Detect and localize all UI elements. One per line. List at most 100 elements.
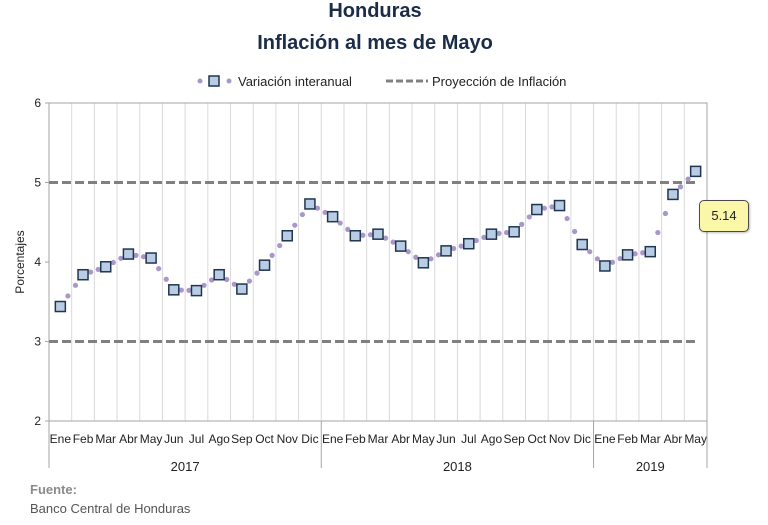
data-point: [145, 252, 157, 264]
data-point: [304, 198, 316, 210]
series-dot: [345, 226, 351, 233]
series-dot: [246, 278, 253, 284]
series-dot: [87, 269, 94, 275]
series-dot: [269, 252, 275, 258]
series-dot: [503, 229, 510, 236]
legend-projection-label: Proyección de Inflación: [432, 73, 567, 89]
x-tick-label: May: [412, 432, 435, 446]
data-point: [99, 261, 112, 273]
x-tick-label: Ene: [322, 432, 344, 446]
x-tick-label: Nov: [277, 432, 298, 446]
data-point: [122, 248, 135, 260]
series-dot: [662, 210, 669, 217]
series-dot: [640, 250, 646, 256]
x-tick-label: Jul: [189, 432, 204, 446]
data-point: [553, 199, 566, 212]
chart-title: Honduras: [328, 0, 422, 22]
x-tick-label: Dic: [574, 432, 591, 446]
series-dot: [617, 255, 623, 262]
x-tick-label: Abr: [119, 432, 138, 446]
series-dot: [277, 242, 283, 249]
data-point: [417, 257, 430, 269]
x-tick-label: Mar: [368, 432, 389, 446]
series-dot: [292, 222, 298, 228]
x-tick-label: May: [684, 432, 707, 446]
data-point: [463, 237, 475, 250]
x-tick-label: Abr: [391, 432, 410, 446]
series-dot: [405, 249, 411, 255]
series-dot: [314, 205, 321, 211]
source-text: Banco Central de Honduras: [30, 501, 191, 516]
x-tick-label: Ene: [594, 432, 616, 446]
series-dot: [481, 234, 487, 240]
data-point: [168, 284, 180, 296]
series-dot: [609, 259, 616, 265]
x-tick-label: Ago: [481, 432, 503, 446]
data-point: [213, 268, 225, 281]
series-dot: [254, 270, 260, 276]
data-point: [440, 245, 452, 257]
data-point: [190, 284, 203, 297]
legend-series-label: Variación interanual: [238, 73, 352, 89]
data-point: [485, 228, 498, 240]
x-tick-label: Oct: [255, 432, 274, 446]
series-dot: [133, 252, 139, 258]
series-dot: [95, 266, 101, 273]
x-tick-label: May: [140, 432, 163, 446]
x-tick-label: Jun: [436, 432, 455, 446]
x-tick-label: Ene: [50, 432, 72, 446]
last-value-callout: 5.14: [699, 200, 749, 232]
series-dot: [413, 254, 419, 260]
series-dot: [118, 255, 124, 261]
x-tick-label: Abr: [664, 432, 683, 446]
x-tick-label: Oct: [527, 432, 546, 446]
series-dot: [178, 287, 184, 293]
series-dot: [655, 229, 661, 236]
x-tick-label: Sep: [503, 432, 525, 446]
source-label: Fuente:: [30, 482, 77, 497]
data-point: [576, 238, 588, 251]
data-point: [258, 259, 271, 271]
series-dot: [572, 228, 578, 235]
data-point: [508, 226, 520, 238]
legend-item-projection: Proyección de Inflación: [384, 73, 566, 89]
series-dot: [496, 230, 502, 236]
series-dot: [163, 276, 169, 282]
y-tick-label: 4: [34, 255, 41, 269]
year-label: 2019: [636, 459, 665, 474]
series-dot: [201, 282, 207, 288]
data-point: [236, 283, 248, 295]
series-dot: [337, 220, 343, 226]
series-dot: [587, 249, 593, 255]
series-dot: [209, 277, 215, 283]
data-point: [644, 245, 657, 258]
x-tick-label: Dic: [301, 432, 318, 446]
series-dot: [299, 211, 305, 218]
data-point: [599, 260, 611, 272]
series-dot: [360, 232, 366, 238]
series-dot: [632, 251, 638, 257]
y-tick-label: 5: [34, 176, 41, 190]
chart-subtitle: Inflación al mes de Mayo: [257, 32, 493, 54]
data-point: [372, 228, 384, 240]
data-point: [621, 249, 634, 261]
series-dot: [473, 237, 479, 244]
series-dot: [231, 281, 237, 287]
series-dot: [156, 266, 162, 272]
data-point: [394, 240, 407, 252]
series-dot: [549, 204, 555, 210]
series-dot: [526, 214, 532, 220]
x-tick-label: Feb: [345, 432, 366, 446]
legend-series-symbol: [197, 75, 232, 87]
series-dot: [390, 239, 396, 245]
x-tick-label: Jun: [164, 432, 183, 446]
series-dot: [367, 232, 374, 238]
legend-projection-symbol: [386, 79, 428, 83]
series-dot: [677, 184, 684, 190]
x-tick-label: Mar: [640, 432, 661, 446]
series-dot: [564, 215, 570, 222]
x-tick-label: Jul: [461, 432, 476, 446]
series-dot: [428, 256, 434, 262]
series-dot: [594, 256, 600, 262]
data-point: [54, 300, 67, 313]
